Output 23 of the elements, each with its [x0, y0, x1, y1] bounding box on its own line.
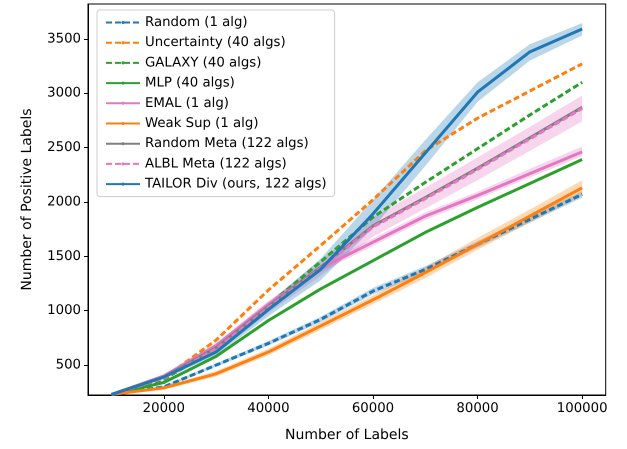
legend-label: MLP (40 algs): [145, 76, 235, 91]
y-tick-label: 1000: [47, 303, 81, 318]
legend-label: TAILOR Div (ours, 122 algs): [144, 176, 327, 192]
y-tick-label: 3000: [47, 86, 81, 101]
legend-label: GALAXY (40 algs): [145, 55, 262, 70]
legend-label: Random Meta (122 algs): [145, 136, 309, 152]
y-tick-label: 500: [56, 358, 81, 373]
y-tick-label: 1500: [47, 248, 81, 264]
x-tick-label: 60000: [352, 401, 394, 416]
legend-label: Weak Sup (1 alg): [145, 116, 259, 131]
legend-label: EMAL (1 alg): [145, 96, 229, 111]
legend-label: ALBL Meta (122 algs): [145, 156, 287, 172]
y-tick-label: 2500: [47, 140, 81, 156]
legend-label: Random (1 alg): [145, 15, 248, 30]
y-tick-label: 2000: [47, 194, 81, 210]
y-axis-title: Number of Positive Labels: [19, 108, 35, 291]
legend-label: Uncertainty (40 algs): [145, 35, 286, 50]
x-tick-label: 40000: [247, 401, 290, 416]
y-tick-label: 3500: [47, 31, 81, 46]
x-tick-label: 80000: [456, 401, 499, 416]
x-tick-label: 100000: [556, 401, 608, 416]
x-axis-title: Number of Labels: [285, 427, 409, 443]
x-tick-label: 20000: [142, 401, 185, 416]
